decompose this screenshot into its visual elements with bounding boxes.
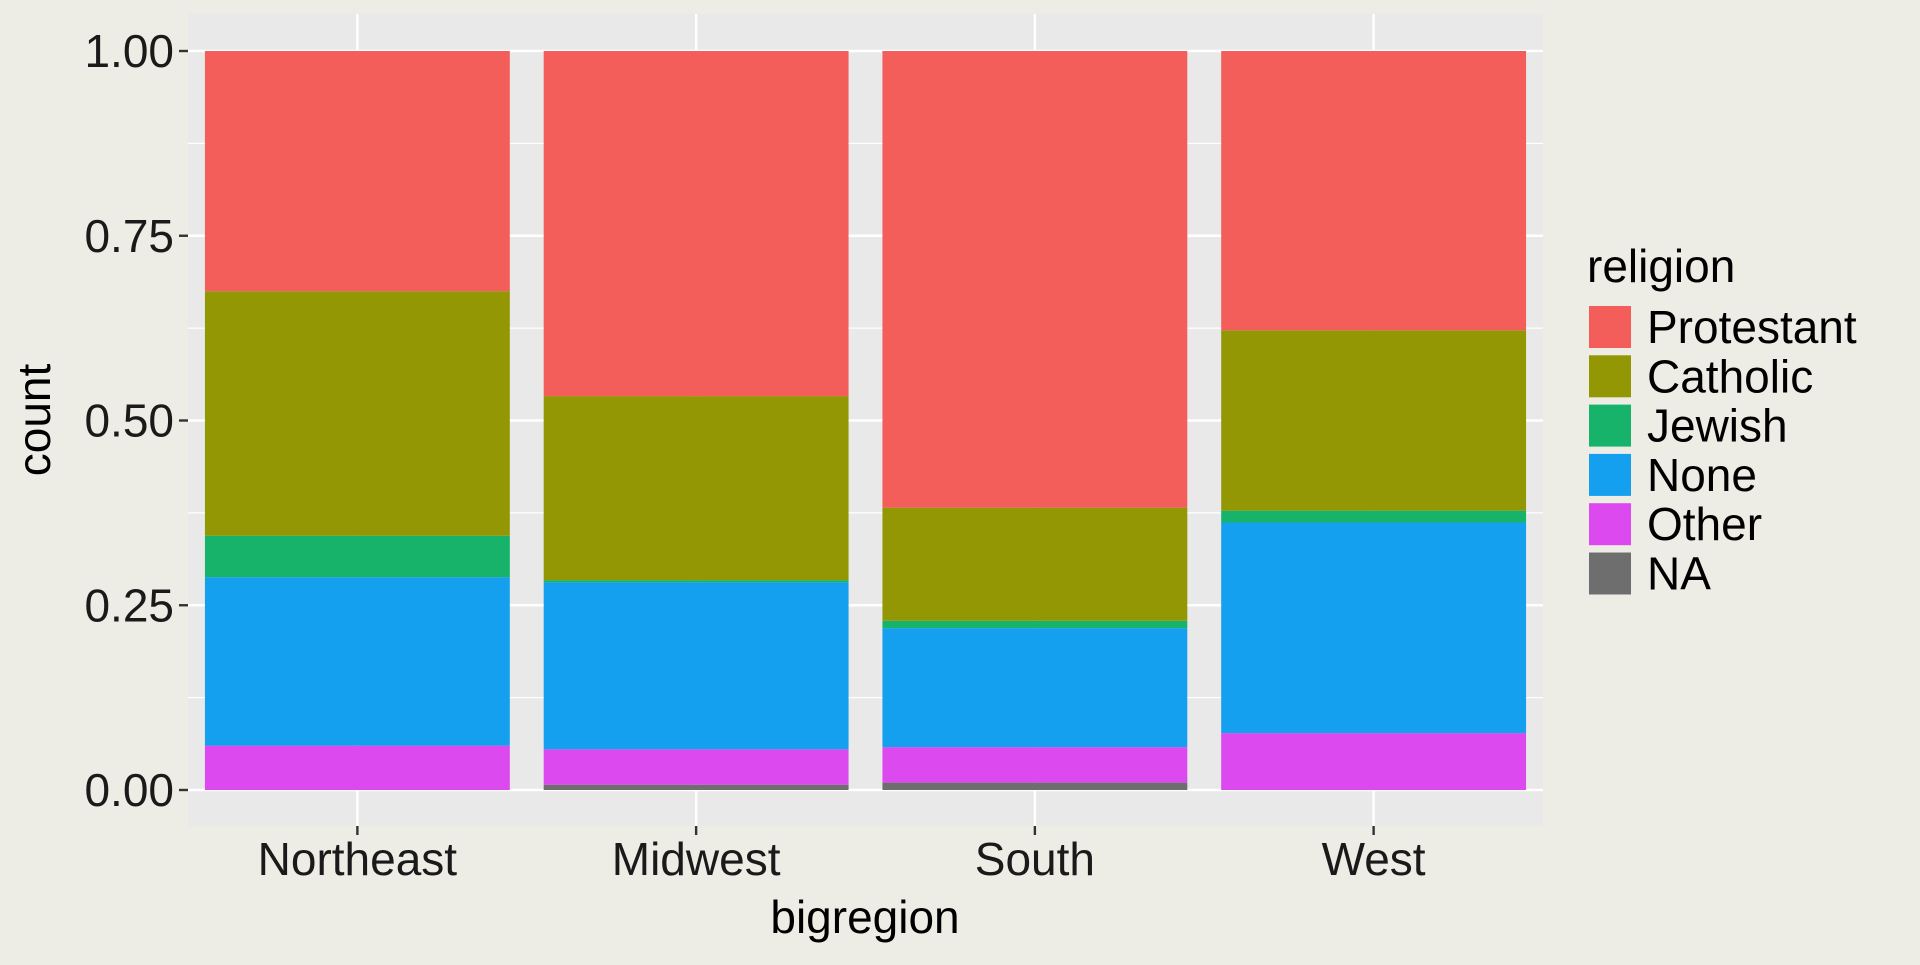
bar-segment-northeast-none bbox=[204, 577, 510, 746]
bar-segment-west-protestant bbox=[1221, 51, 1527, 331]
legend-key-na bbox=[1589, 552, 1631, 595]
bar-segment-midwest-na bbox=[543, 784, 849, 790]
legend-label-na: NA bbox=[1647, 548, 1711, 600]
legend-title: religion bbox=[1587, 240, 1735, 292]
legend-label-protestant: Protestant bbox=[1647, 301, 1857, 353]
legend-key-protestant bbox=[1589, 306, 1631, 348]
x-tick-label: South bbox=[975, 833, 1095, 885]
bar-segment-midwest-none bbox=[543, 582, 849, 750]
legend-label-jewish: Jewish bbox=[1647, 400, 1788, 452]
x-tick-label: Midwest bbox=[612, 833, 781, 885]
bar-segment-south-na bbox=[882, 782, 1188, 790]
bar-segment-south-jewish bbox=[882, 620, 1188, 629]
y-tick-label: 0.25 bbox=[84, 579, 174, 631]
x-tick-label: Northeast bbox=[258, 833, 458, 885]
bar-segment-south-protestant bbox=[882, 51, 1188, 508]
y-axis: 0.00 0.25 0.50 0.75 1.00 bbox=[84, 25, 188, 816]
y-tick-label: 0.50 bbox=[84, 395, 174, 447]
x-axis: Northeast Midwest South West bbox=[258, 826, 1426, 885]
bar-segment-west-jewish bbox=[1221, 510, 1527, 523]
bar-segment-midwest-jewish bbox=[543, 580, 849, 583]
legend-label-none: None bbox=[1647, 449, 1757, 501]
y-tick-label: 0.75 bbox=[84, 210, 174, 262]
legend: religion ProtestantCatholicJewishNoneOth… bbox=[1587, 240, 1857, 600]
legend-label-other: Other bbox=[1647, 498, 1762, 550]
legend-label-catholic: Catholic bbox=[1647, 350, 1813, 402]
legend-key-none bbox=[1589, 453, 1631, 496]
legend-key-other bbox=[1589, 503, 1631, 546]
bar-segment-west-other bbox=[1221, 733, 1527, 790]
bar-segment-northeast-other bbox=[204, 745, 510, 790]
bar-segment-west-catholic bbox=[1221, 330, 1527, 511]
bar-segment-midwest-catholic bbox=[543, 396, 849, 581]
bar-segment-northeast-jewish bbox=[204, 535, 510, 578]
bar-segment-west-none bbox=[1221, 522, 1527, 734]
x-tick-label: West bbox=[1322, 833, 1426, 885]
bar-segment-northeast-protestant bbox=[204, 51, 510, 292]
bar-segment-northeast-catholic bbox=[204, 291, 510, 536]
bars bbox=[204, 51, 1527, 790]
bar-segment-south-other bbox=[882, 747, 1188, 783]
bar-segment-south-catholic bbox=[882, 507, 1188, 621]
x-axis-title: bigregion bbox=[770, 891, 959, 943]
bar-segment-south-none bbox=[882, 628, 1188, 748]
y-tick-label: 1.00 bbox=[84, 25, 174, 77]
y-tick-label: 0.00 bbox=[84, 764, 174, 816]
legend-key-catholic bbox=[1589, 355, 1631, 398]
y-axis-title: count bbox=[8, 364, 60, 477]
bar-segment-midwest-protestant bbox=[543, 51, 849, 397]
legend-key-jewish bbox=[1589, 404, 1631, 447]
bar-segment-midwest-other bbox=[543, 749, 849, 785]
